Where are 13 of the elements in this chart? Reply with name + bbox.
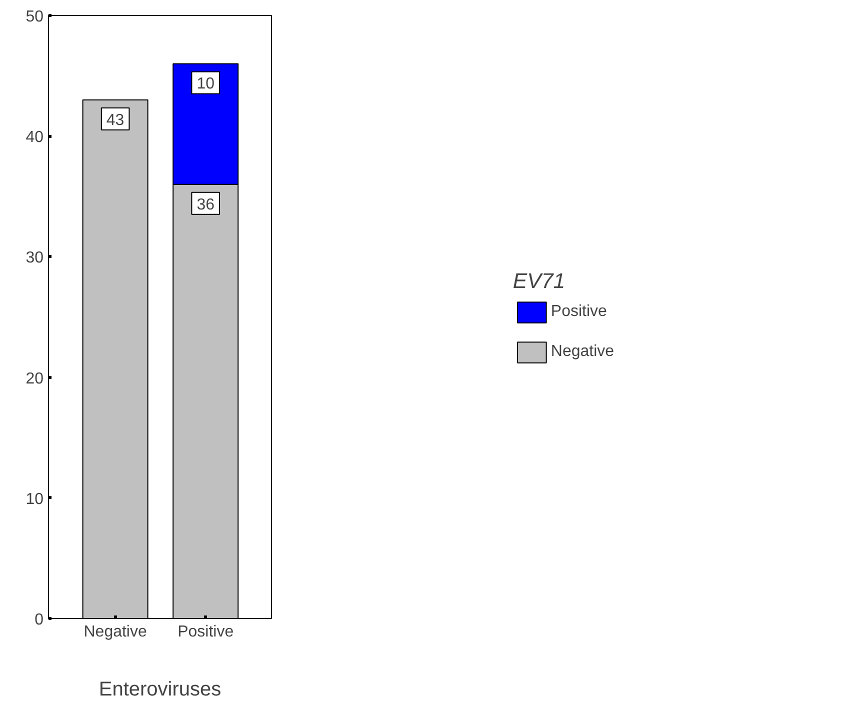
data-label: 43 — [106, 112, 124, 129]
y-tick-label: 10 — [26, 490, 44, 508]
legend-label: Negative — [550, 342, 614, 360]
legend-title: EV71 — [512, 268, 566, 294]
x-axis-title: Enteroviruses — [98, 678, 222, 700]
data-label: 36 — [196, 196, 215, 214]
y-tick-label: 50 — [26, 8, 44, 26]
legend-label: Positive — [550, 302, 607, 320]
y-tick-label: 40 — [26, 129, 44, 146]
y-tick-label: 0 — [34, 612, 44, 628]
y-tick-label: 20 — [26, 370, 44, 388]
data-label: 10 — [196, 76, 215, 93]
y-tick-label: 30 — [26, 250, 44, 267]
